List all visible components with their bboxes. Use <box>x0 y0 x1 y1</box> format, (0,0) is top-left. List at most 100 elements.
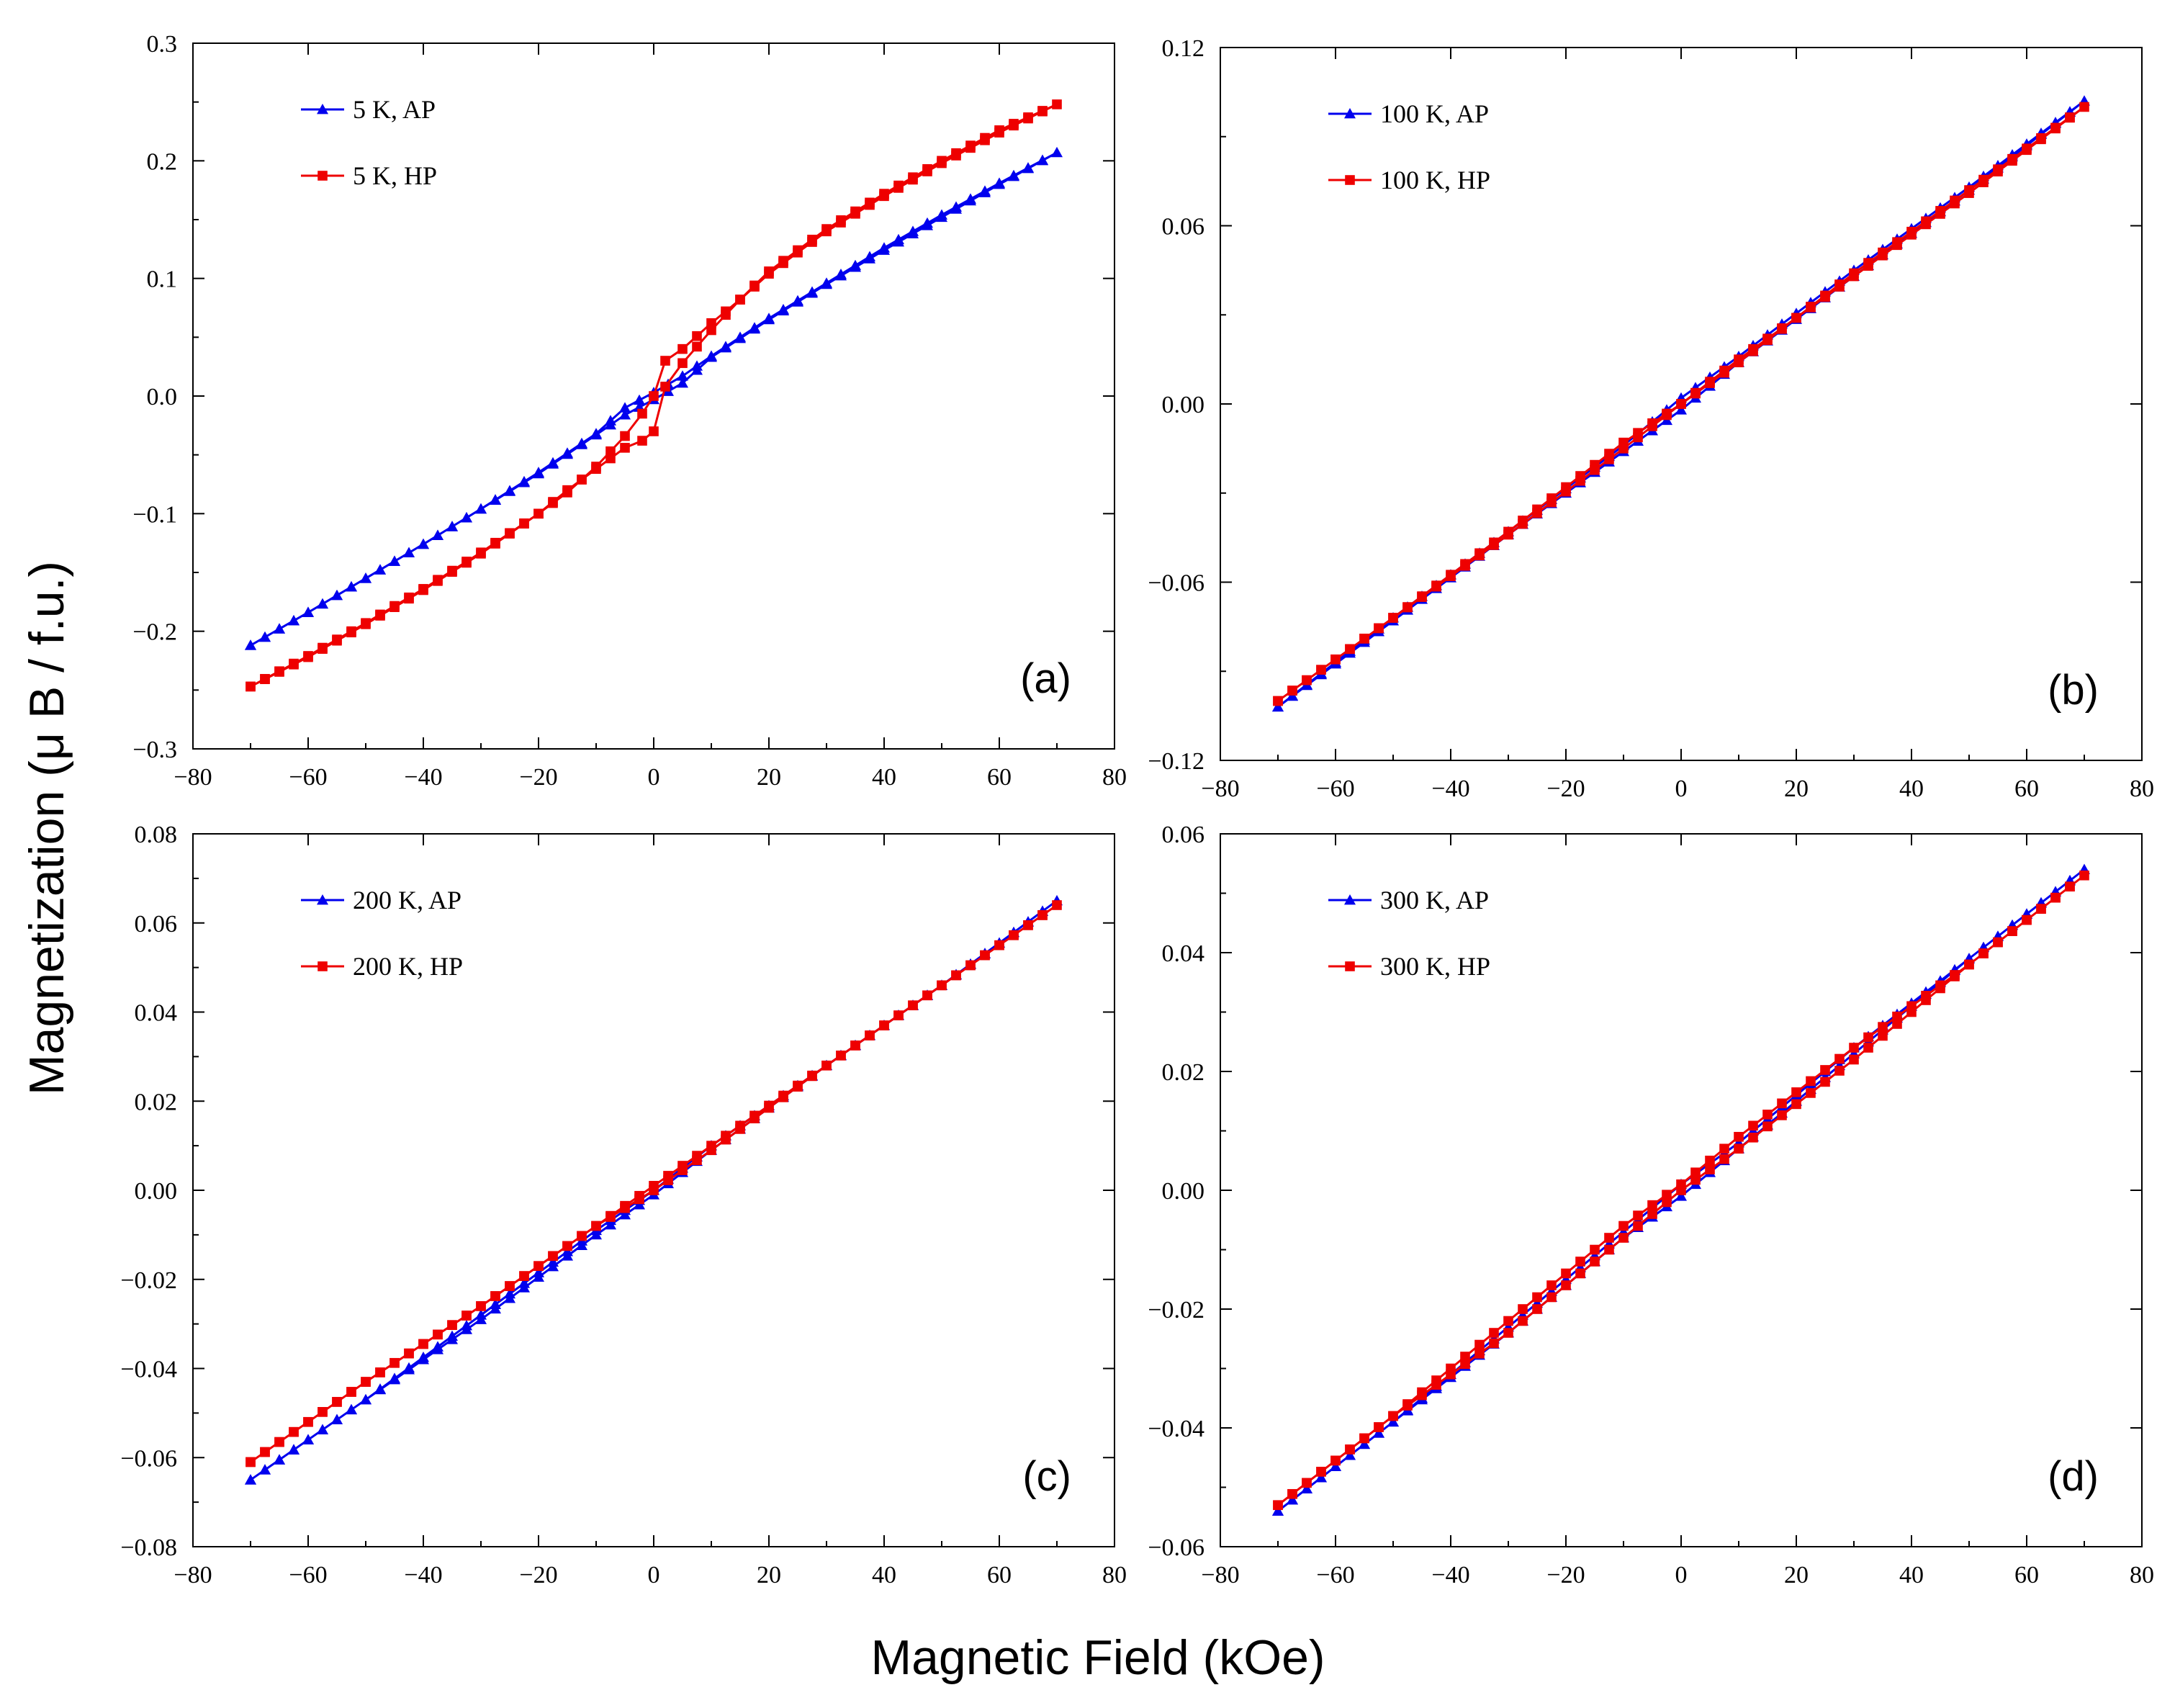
interp-marker <box>605 453 616 464</box>
data-point <box>706 1145 716 1156</box>
y-tick-label: −0.1 <box>132 501 177 528</box>
data-point <box>1051 146 1063 158</box>
data-point <box>1675 1190 1687 1201</box>
interp-marker <box>461 512 472 523</box>
x-tick-label: −60 <box>289 1562 327 1588</box>
interp-marker <box>1748 346 1758 356</box>
data-point <box>1734 1131 1744 1142</box>
interp-marker <box>1532 1292 1542 1303</box>
interp-marker <box>1417 1390 1427 1401</box>
interp-marker <box>504 1287 515 1299</box>
interp-marker <box>1518 518 1528 529</box>
interp-marker <box>1777 324 1787 334</box>
interp-marker <box>692 331 702 341</box>
interp-marker <box>518 475 530 487</box>
interp-marker <box>893 1010 904 1020</box>
interp-marker <box>1690 388 1701 399</box>
y-tick-label: 0.02 <box>1162 1059 1205 1086</box>
interp-marker <box>1489 1328 1499 1338</box>
interp-marker <box>950 201 962 212</box>
interp-marker <box>1633 1210 1643 1221</box>
interp-marker <box>1777 1110 1787 1120</box>
x-tick-label: 60 <box>987 764 1012 791</box>
interp-marker <box>908 172 918 182</box>
interp-marker <box>1037 106 1048 116</box>
panel-label: (c) <box>1022 1453 1071 1500</box>
series-hp <box>246 900 1062 1467</box>
interp-marker <box>577 475 587 485</box>
x-tick-label: 20 <box>757 764 781 791</box>
interp-marker <box>519 518 529 529</box>
x-tick-label: 40 <box>872 1562 896 1588</box>
interp-marker <box>1374 1422 1384 1432</box>
interp-marker <box>2036 904 2046 914</box>
legend-label: 100 K, AP <box>1380 99 1489 128</box>
data-point <box>1503 1328 1513 1338</box>
x-tick-label: 80 <box>2130 1562 2154 1588</box>
data-point <box>476 547 486 558</box>
interp-marker <box>1474 550 1485 561</box>
interp-marker <box>1316 665 1326 675</box>
x-tick-label: −40 <box>404 764 442 791</box>
interp-marker <box>778 1092 788 1102</box>
interp-marker <box>289 1426 299 1437</box>
interp-marker <box>778 256 788 266</box>
interp-marker <box>951 148 961 158</box>
data-point <box>1618 444 1629 454</box>
interp-marker <box>907 225 919 236</box>
interp-marker <box>576 437 587 449</box>
legend-label: 100 K, HP <box>1380 166 1490 194</box>
interp-marker <box>289 658 299 669</box>
interp-marker <box>749 280 760 291</box>
interp-marker <box>1431 581 1441 592</box>
interp-marker <box>721 1134 731 1145</box>
interp-marker <box>346 1387 356 1397</box>
y-tick-label: 0.0 <box>147 384 178 410</box>
interp-marker <box>764 1102 774 1113</box>
interp-marker <box>1302 675 1312 686</box>
data-point <box>303 651 313 661</box>
interp-marker <box>1009 119 1019 129</box>
panel-label: (d) <box>2048 1453 2099 1500</box>
interp-marker <box>1316 1467 1326 1477</box>
y-tick-label: −0.02 <box>120 1267 177 1294</box>
interp-marker <box>490 537 500 548</box>
data-point <box>1388 1411 1398 1421</box>
interp-marker <box>721 310 731 320</box>
interp-marker <box>793 245 803 256</box>
x-tick-label: 0 <box>648 1562 660 1588</box>
x-tick-label: 20 <box>757 1562 781 1588</box>
interp-marker <box>1037 910 1048 920</box>
panel-label: (b) <box>2048 667 2099 714</box>
interp-marker <box>505 528 515 539</box>
interp-marker <box>735 1124 745 1134</box>
interp-marker <box>1892 237 1902 247</box>
interp-marker <box>2007 153 2017 164</box>
interp-marker <box>1820 1065 1830 1075</box>
interp-marker <box>1315 1472 1327 1483</box>
series-hp <box>1273 102 2089 706</box>
interp-marker <box>979 185 991 196</box>
data-point <box>1272 701 1284 712</box>
y-tick-label: −0.06 <box>1148 1534 1204 1561</box>
data-point <box>879 189 889 199</box>
interp-marker <box>1892 1011 1902 1022</box>
y-tick-label: 0.00 <box>1162 1178 1205 1205</box>
interp-marker <box>318 1407 328 1417</box>
data-point <box>937 980 947 991</box>
interp-marker <box>922 990 932 1001</box>
data-point <box>1388 613 1398 623</box>
x-tick-label: −60 <box>1316 776 1354 802</box>
y-axis-title: Magnetization (μ B / f.u.) <box>19 561 74 1095</box>
interp-marker <box>389 555 400 566</box>
interp-marker <box>1460 561 1470 571</box>
interp-marker <box>1820 290 1830 301</box>
legend-marker <box>318 171 328 181</box>
x-tick-label: −40 <box>404 1562 442 1588</box>
data-point <box>1734 357 1744 368</box>
interp-marker <box>749 322 760 333</box>
interp-marker <box>1345 644 1355 655</box>
data-point <box>1273 696 1283 706</box>
interp-marker <box>2065 881 2075 892</box>
data-point <box>591 1221 601 1231</box>
